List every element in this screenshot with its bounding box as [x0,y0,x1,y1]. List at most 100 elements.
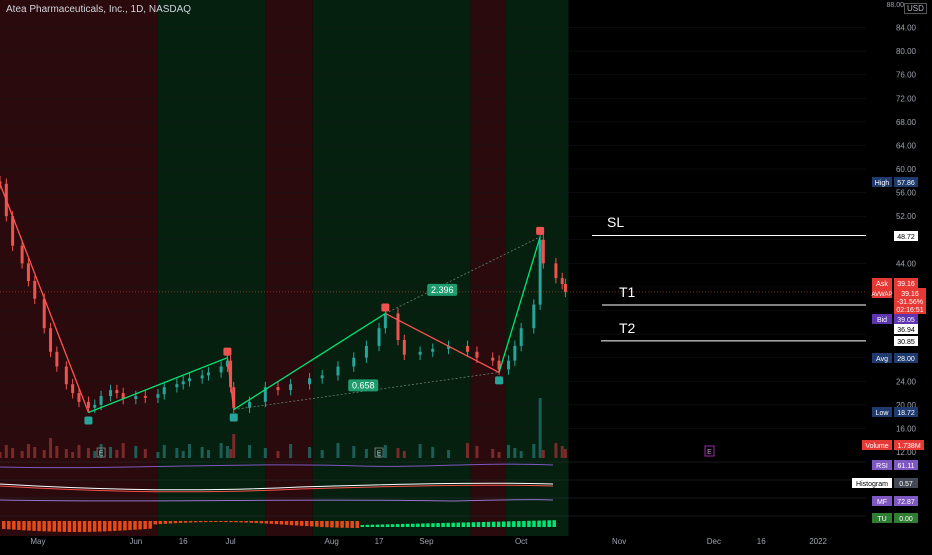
histogram-bar [411,523,415,527]
candle[interactable] [77,393,81,402]
candle[interactable] [276,387,280,391]
candle[interactable] [143,396,147,398]
candle[interactable] [33,281,37,299]
histogram-bar [27,521,31,531]
candle[interactable] [248,401,252,408]
candle[interactable] [447,345,451,349]
candle[interactable] [188,378,192,382]
candle[interactable] [563,284,567,292]
currency-badge[interactable]: USD [904,3,927,14]
candle[interactable] [465,345,469,352]
candle[interactable] [560,278,564,284]
candle[interactable] [541,239,545,264]
candle[interactable] [86,401,90,408]
histogram-bar [52,521,56,532]
candle[interactable] [507,360,511,370]
candle[interactable] [49,328,53,352]
candle[interactable] [475,351,479,358]
time-tick: Oct [515,537,528,546]
pivot-high-marker[interactable] [381,303,390,312]
candle[interactable] [64,366,68,385]
candle[interactable] [11,216,15,246]
pivot-low-marker[interactable] [229,413,238,422]
ask-price-label: Ask [876,281,888,288]
candle[interactable] [377,328,381,346]
ratio-label-bottom-box[interactable] [348,379,379,392]
candle[interactable] [336,366,340,376]
volume-bar [188,444,192,458]
t2-price-value-tag [894,336,918,346]
pivot-high-marker[interactable] [536,226,545,235]
earnings-marker[interactable] [374,447,384,458]
candle[interactable] [225,360,229,367]
sl-price-value-tag [894,231,918,241]
candle[interactable] [396,313,400,340]
price-tick: 44.00 [896,259,917,268]
candle[interactable] [55,351,59,367]
future-earnings-marker[interactable] [704,445,715,457]
candle[interactable] [519,328,523,346]
candle[interactable] [513,345,517,361]
candle[interactable] [364,345,368,358]
candle[interactable] [352,357,356,367]
time-tick: 2022 [809,537,827,546]
candle[interactable] [42,298,46,329]
earnings-marker[interactable] [96,447,106,458]
volume-bar [396,448,400,458]
high-price-label: High [875,180,890,187]
price-tick: 52.00 [896,212,917,221]
candle[interactable] [20,245,24,264]
high-price-tag [872,177,892,187]
candle[interactable] [134,396,138,399]
candle[interactable] [263,387,267,402]
candle[interactable] [93,404,97,408]
candle[interactable] [162,387,166,395]
candle[interactable] [156,394,160,398]
candle[interactable] [532,304,536,329]
candle[interactable] [289,384,293,391]
histogram-bar [481,521,486,527]
histogram-bar [173,521,178,524]
histogram-bar [118,521,122,531]
candle[interactable] [497,360,501,370]
candle[interactable] [554,263,558,279]
candle[interactable] [71,384,75,394]
pivot-low-marker[interactable] [495,376,504,385]
candle[interactable] [431,348,435,352]
volume-bar [156,452,160,458]
candle[interactable] [383,313,387,329]
histogram-bar [239,521,243,523]
symbol-title[interactable]: Atea Pharmaceuticals, Inc., 1D, NASDAQ [6,4,192,15]
candle[interactable] [109,390,113,396]
candle[interactable] [175,384,179,388]
candle[interactable] [232,387,236,408]
pivot-low-marker[interactable] [84,416,93,425]
avg-price-tag [872,353,892,363]
candle[interactable] [206,372,210,376]
pivot-high-marker[interactable] [223,347,232,356]
histogram-bar [244,521,248,523]
candle[interactable] [320,375,324,379]
candle[interactable] [181,381,185,385]
candle[interactable] [229,360,233,388]
candle[interactable] [402,340,406,355]
price-tick-top: 88.00 [886,2,904,9]
candle[interactable] [121,393,125,399]
histogram-bar [461,522,466,527]
candle[interactable] [115,390,119,394]
candle[interactable] [491,357,495,361]
volume-bar [352,446,356,458]
candle[interactable] [26,263,30,282]
candle[interactable] [200,375,204,379]
candle[interactable] [308,378,312,385]
ratio-label-top-box[interactable] [427,283,458,296]
candle[interactable] [99,396,103,405]
candle[interactable] [418,351,422,355]
time-tick: Sep [419,537,434,546]
zigzag-segment [385,312,500,373]
candle[interactable] [538,239,542,305]
candle[interactable] [0,181,2,184]
candle[interactable] [219,366,223,373]
